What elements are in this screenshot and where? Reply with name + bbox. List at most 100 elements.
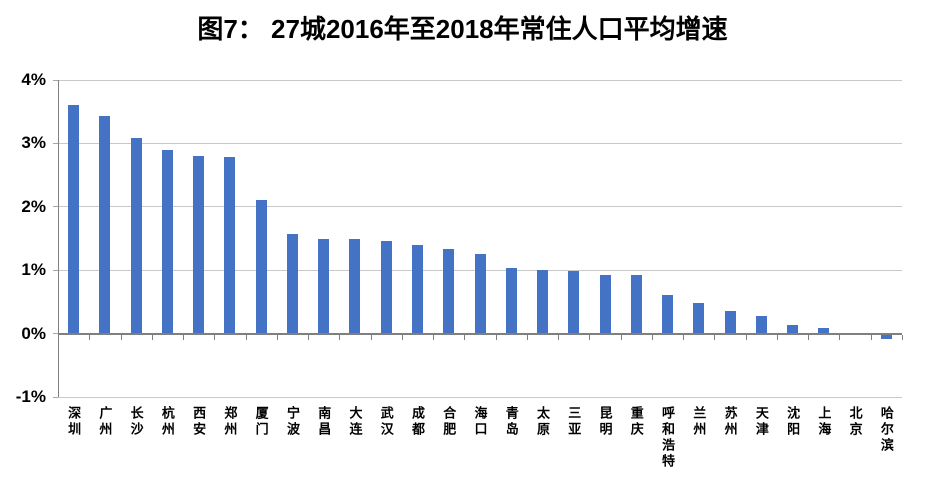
bar bbox=[630, 275, 642, 334]
x-axis-tick bbox=[245, 334, 247, 340]
x-axis-label: 成都 bbox=[409, 406, 425, 438]
x-axis-tick bbox=[589, 334, 591, 340]
x-axis-tick bbox=[339, 334, 341, 340]
bar bbox=[818, 327, 830, 334]
x-axis-label: 苏州 bbox=[722, 406, 738, 438]
x-axis-tick bbox=[808, 334, 810, 340]
x-axis-tick bbox=[308, 334, 310, 340]
x-axis-label: 沈阳 bbox=[785, 406, 801, 438]
x-axis-tick bbox=[89, 334, 91, 340]
y-axis-label: 0% bbox=[21, 323, 46, 343]
x-axis-label: 太原 bbox=[535, 406, 551, 438]
bar bbox=[755, 316, 767, 334]
x-axis-tick bbox=[651, 334, 653, 340]
x-axis-tick bbox=[558, 334, 560, 340]
x-axis-label: 昆明 bbox=[597, 406, 613, 438]
x-axis-label: 宁波 bbox=[284, 406, 300, 438]
y-axis-tick bbox=[53, 142, 58, 144]
x-axis-line bbox=[58, 332, 902, 335]
x-axis-tick bbox=[183, 334, 185, 340]
bar bbox=[568, 270, 580, 334]
y-axis-label: 1% bbox=[21, 260, 46, 280]
x-axis-label: 杭州 bbox=[159, 406, 175, 438]
x-axis-label: 海口 bbox=[472, 406, 488, 438]
x-axis-tick bbox=[401, 334, 403, 340]
bar bbox=[224, 157, 236, 334]
x-axis-tick bbox=[870, 334, 872, 340]
y-axis-label: 2% bbox=[21, 196, 46, 216]
bar bbox=[193, 156, 205, 334]
x-axis-tick bbox=[464, 334, 466, 340]
x-axis-tick bbox=[839, 334, 841, 340]
bar bbox=[130, 138, 142, 334]
y-axis-tick bbox=[53, 206, 58, 208]
x-axis-label: 天津 bbox=[753, 406, 769, 438]
x-axis-label: 重庆 bbox=[628, 406, 644, 438]
x-axis-tick bbox=[745, 334, 747, 340]
bar bbox=[161, 149, 173, 334]
y-axis-line bbox=[58, 80, 59, 397]
bar bbox=[380, 241, 392, 334]
bar bbox=[880, 335, 892, 339]
bar bbox=[443, 249, 455, 334]
x-axis-label: 武汉 bbox=[378, 406, 394, 438]
y-axis-tick bbox=[53, 333, 58, 335]
bar bbox=[318, 238, 330, 334]
x-axis-label: 郑州 bbox=[222, 406, 238, 438]
bar bbox=[693, 303, 705, 334]
x-axis-tick bbox=[214, 334, 216, 340]
x-axis-tick bbox=[776, 334, 778, 340]
y-axis-tick bbox=[53, 396, 58, 398]
bar bbox=[255, 200, 267, 334]
y-axis-label: -1% bbox=[15, 387, 46, 406]
x-axis-tick bbox=[902, 334, 903, 340]
x-axis-tick bbox=[433, 334, 435, 340]
x-axis-label: 深圳 bbox=[66, 406, 82, 438]
gridline bbox=[58, 206, 902, 208]
x-axis-label: 南昌 bbox=[316, 406, 332, 438]
x-axis-label: 呼和浩特 bbox=[660, 406, 676, 470]
x-axis-tick bbox=[495, 334, 497, 340]
x-axis-label: 大连 bbox=[347, 406, 363, 438]
y-axis-tick bbox=[53, 269, 58, 271]
x-axis-label: 三亚 bbox=[566, 406, 582, 438]
bar bbox=[286, 234, 298, 334]
x-axis-label: 厦门 bbox=[253, 406, 269, 438]
x-axis-tick bbox=[683, 334, 685, 340]
x-axis-label: 哈尔滨 bbox=[878, 406, 894, 454]
x-axis-label: 广州 bbox=[97, 406, 113, 438]
bar bbox=[68, 105, 80, 334]
bar bbox=[599, 275, 611, 334]
bar bbox=[505, 267, 517, 334]
bar bbox=[662, 294, 674, 334]
y-axis-tick bbox=[53, 79, 58, 81]
bar bbox=[411, 244, 423, 334]
x-axis-tick bbox=[370, 334, 372, 340]
chart-title: 图7： 27城2016年至2018年常住人口平均增速 bbox=[197, 14, 728, 44]
x-axis-label: 长沙 bbox=[128, 406, 144, 438]
bar bbox=[724, 311, 736, 334]
bar bbox=[537, 269, 549, 334]
bar bbox=[99, 116, 111, 334]
gridline bbox=[58, 79, 902, 81]
x-axis-tick bbox=[714, 334, 716, 340]
y-axis-label: 3% bbox=[21, 133, 46, 153]
x-axis-label: 西安 bbox=[191, 406, 207, 438]
x-axis-tick bbox=[120, 334, 122, 340]
x-axis-label: 合肥 bbox=[441, 406, 457, 438]
x-axis-label: 青岛 bbox=[503, 406, 519, 438]
x-axis-label: 北京 bbox=[847, 406, 863, 438]
bar bbox=[349, 238, 361, 334]
x-axis-tick bbox=[620, 334, 622, 340]
gridline bbox=[58, 396, 902, 398]
x-axis-label: 上海 bbox=[816, 406, 832, 438]
bar bbox=[474, 254, 486, 334]
x-axis-tick bbox=[276, 334, 278, 340]
y-axis-label: 4% bbox=[21, 70, 46, 89]
bar bbox=[787, 324, 799, 334]
x-axis-tick bbox=[526, 334, 528, 340]
x-axis-label: 兰州 bbox=[691, 406, 707, 438]
gridline bbox=[58, 142, 902, 144]
